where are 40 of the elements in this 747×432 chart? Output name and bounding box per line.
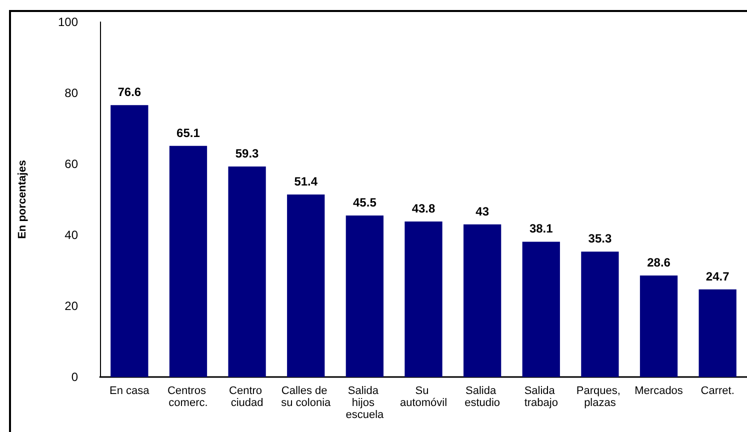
- y-axis-title: En porcentajes: [16, 160, 28, 239]
- data-label: 43.8: [412, 202, 436, 216]
- x-tick-label: Centro ciudad: [229, 385, 266, 409]
- y-tick-label: 100: [58, 15, 78, 29]
- bar: [581, 252, 619, 377]
- bar: [287, 194, 325, 377]
- data-label: 38.1: [529, 222, 554, 236]
- bar: [640, 275, 678, 377]
- x-tick-label: Su automóvil: [400, 385, 448, 409]
- bar: [404, 222, 442, 377]
- bar: [522, 242, 560, 377]
- data-label: 35.3: [588, 232, 612, 246]
- x-tick-label: Carret.: [700, 385, 734, 397]
- x-tick-label: Centros comerc.: [167, 385, 210, 409]
- x-tick-label: Mercados: [634, 385, 684, 397]
- y-tick-label: 0: [71, 370, 78, 384]
- data-label: 51.4: [294, 174, 318, 189]
- x-tick-label: En casa: [110, 385, 150, 397]
- y-tick-label: 80: [64, 86, 78, 100]
- x-tick-label: Calles de su colonia: [281, 385, 332, 409]
- data-label: 59.3: [235, 146, 260, 160]
- x-tick-label: Salida hijos escuela: [346, 385, 385, 421]
- data-label: 76.6: [118, 85, 142, 100]
- bar: [169, 146, 208, 377]
- x-tick-label: Salida estudio: [464, 385, 500, 409]
- bar: [110, 105, 148, 377]
- data-label: 28.6: [647, 255, 671, 270]
- bar: [698, 289, 736, 377]
- data-label: 65.1: [176, 126, 200, 140]
- data-label: 43: [476, 204, 490, 218]
- data-label: 45.5: [353, 195, 377, 210]
- y-tick-label: 40: [64, 228, 78, 242]
- bar: [228, 166, 266, 377]
- y-tick-label: 60: [64, 157, 78, 171]
- y-tick-label: 20: [64, 299, 78, 313]
- data-label: 24.7: [706, 269, 730, 284]
- bar: [346, 215, 384, 377]
- x-tick-label: Salida trabajo: [524, 385, 558, 409]
- bar: [463, 224, 502, 377]
- x-tick-label: Parques, plazas: [576, 385, 624, 409]
